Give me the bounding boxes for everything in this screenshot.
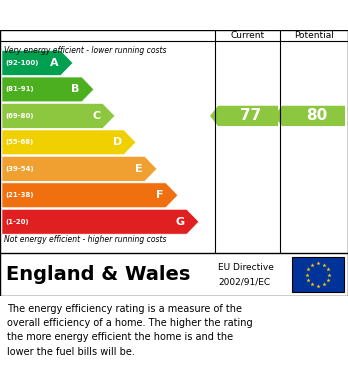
- Text: (55-68): (55-68): [5, 139, 33, 145]
- Text: EU Directive: EU Directive: [218, 262, 274, 271]
- Text: 80: 80: [306, 108, 327, 124]
- Text: 2002/91/EC: 2002/91/EC: [218, 278, 270, 287]
- Text: (39-54): (39-54): [5, 166, 34, 172]
- Text: F: F: [156, 190, 164, 200]
- Text: (92-100): (92-100): [5, 60, 38, 66]
- Text: (1-20): (1-20): [5, 219, 29, 225]
- Text: Current: Current: [230, 31, 264, 40]
- Polygon shape: [2, 104, 115, 128]
- Polygon shape: [274, 106, 345, 126]
- Text: Energy Efficiency Rating: Energy Efficiency Rating: [9, 8, 200, 22]
- Text: England & Wales: England & Wales: [6, 265, 190, 285]
- Text: 77: 77: [240, 108, 262, 124]
- Text: G: G: [176, 217, 185, 227]
- Polygon shape: [2, 77, 94, 102]
- Text: (21-38): (21-38): [5, 192, 33, 198]
- Bar: [292, 257, 344, 292]
- Text: E: E: [135, 164, 143, 174]
- Text: Potential: Potential: [294, 31, 334, 40]
- Text: C: C: [93, 111, 101, 121]
- Polygon shape: [2, 50, 73, 75]
- Text: B: B: [71, 84, 80, 94]
- Text: D: D: [112, 137, 122, 147]
- Text: The energy efficiency rating is a measure of the
overall efficiency of a home. T: The energy efficiency rating is a measur…: [7, 303, 253, 357]
- Text: Very energy efficient - lower running costs: Very energy efficient - lower running co…: [4, 46, 166, 55]
- Polygon shape: [2, 183, 178, 208]
- Polygon shape: [2, 209, 199, 234]
- Text: Not energy efficient - higher running costs: Not energy efficient - higher running co…: [4, 235, 166, 244]
- Polygon shape: [210, 106, 278, 126]
- Text: (81-91): (81-91): [5, 86, 34, 92]
- Text: (69-80): (69-80): [5, 113, 33, 119]
- Text: A: A: [50, 58, 59, 68]
- Polygon shape: [2, 156, 157, 181]
- Polygon shape: [2, 130, 136, 155]
